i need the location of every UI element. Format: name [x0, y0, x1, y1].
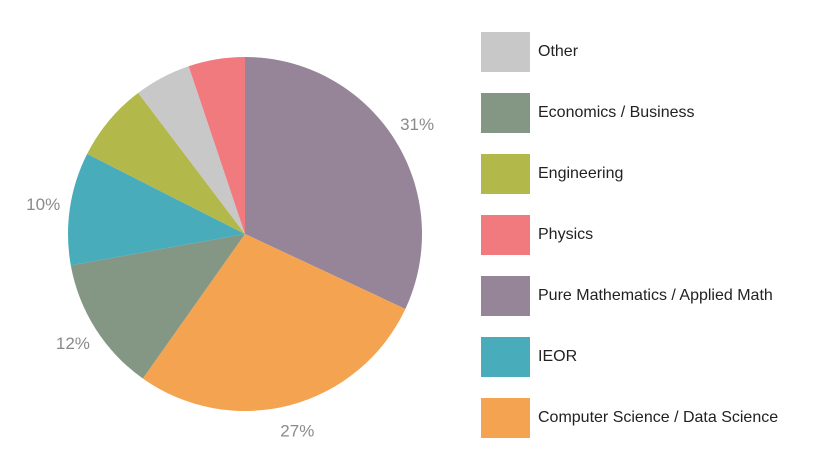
- legend-label: Pure Mathematics / Applied Math: [538, 287, 773, 304]
- legend-label: Engineering: [538, 165, 624, 182]
- pie-slice-computer-science-data-science: [142, 234, 406, 411]
- legend-swatch: [481, 398, 530, 438]
- legend-swatch: [481, 93, 530, 133]
- legend-label: Physics: [538, 226, 594, 243]
- legend-label: IEOR: [538, 348, 578, 365]
- chart-legend: Other Economics / Business Engineering Phys…: [481, 32, 778, 459]
- legend-item-physics: Physics: [481, 215, 778, 255]
- pie-slice-pure-mathematics-applied-math: [245, 57, 423, 309]
- legend-swatch: [481, 337, 530, 377]
- legend-label: Economics / Business: [538, 104, 695, 121]
- legend-item-computer-science-data-science: Computer Science / Data Science: [481, 398, 778, 438]
- pie-slice-economics-business: [70, 234, 245, 379]
- pie-label-ieor: 10%: [26, 195, 60, 214]
- legend-label: Computer Science / Data Science: [538, 409, 779, 426]
- legend-swatch: [481, 154, 530, 194]
- pie-label-computer-science-data-science: 27%: [280, 422, 314, 441]
- legend-item-pure-mathematics-applied-math: Pure Mathematics / Applied Math: [481, 276, 778, 316]
- legend-item-other: Other: [481, 32, 778, 72]
- legend-item-engineering: Engineering: [481, 154, 778, 194]
- pie-slice-ieor: [67, 153, 245, 266]
- pie-slice-engineering: [87, 92, 245, 234]
- legend-swatch: [481, 215, 530, 255]
- pie-slices: [67, 56, 423, 411]
- legend-label: Other: [538, 43, 579, 60]
- pie-label-economics-business: 12%: [56, 334, 90, 353]
- pie-label-pure-mathematics-applied-math: 31%: [400, 115, 434, 134]
- pie-percent-labels: 31% 27% 12% 10%: [26, 115, 434, 441]
- legend-swatch: [481, 276, 530, 316]
- legend-item-ieor: IEOR: [481, 337, 778, 377]
- legend-item-economics-business: Economics / Business: [481, 93, 778, 133]
- pie-slice-other: [138, 66, 245, 234]
- pie-slice-physics: [188, 56, 245, 234]
- legend-swatch: [481, 32, 530, 72]
